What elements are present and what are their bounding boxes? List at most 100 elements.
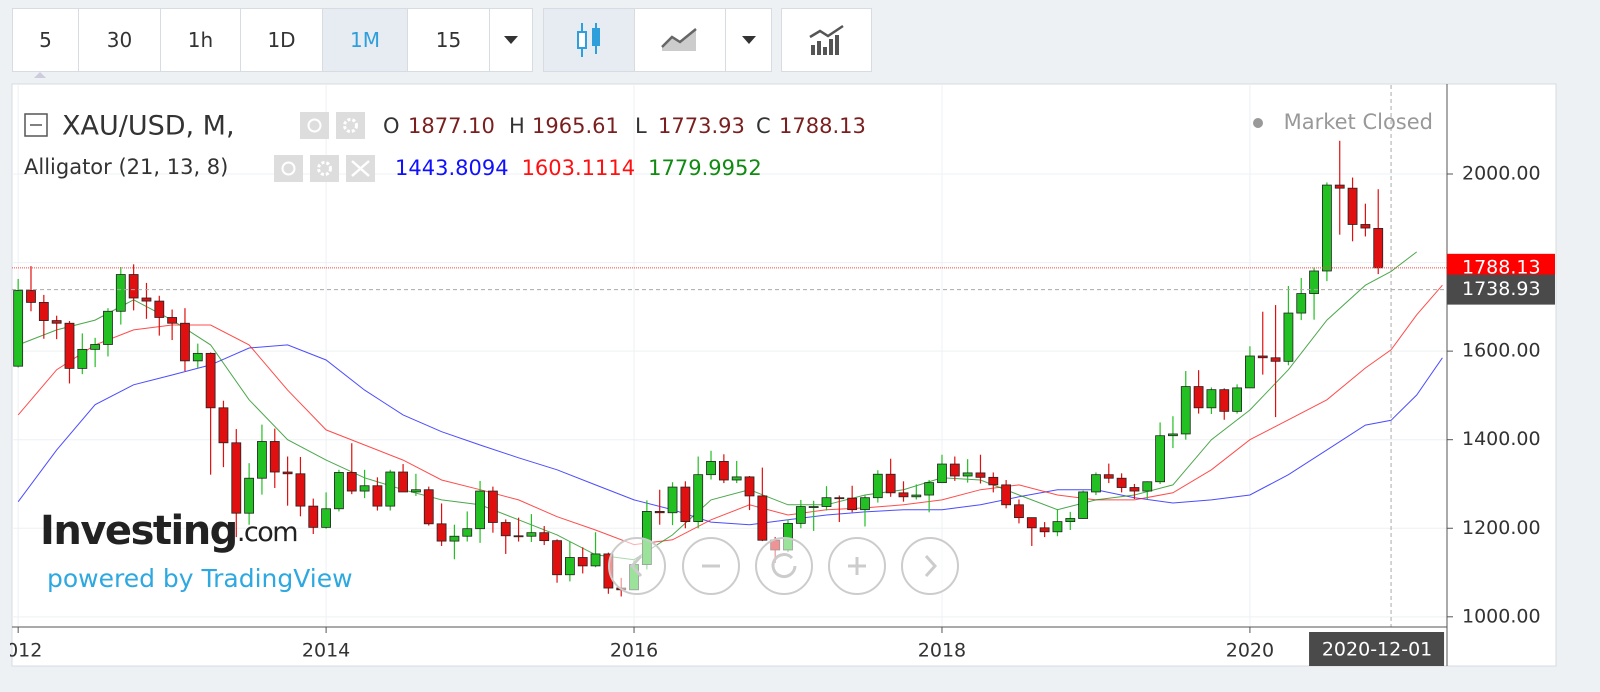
candle-body <box>128 274 139 299</box>
candle-body <box>346 472 357 492</box>
style-toolbar <box>543 8 772 72</box>
candle-body <box>937 463 947 484</box>
caret-icon <box>504 36 518 44</box>
interval-button[interactable]: 1h <box>161 9 241 71</box>
candle-body <box>706 460 716 476</box>
candle-body <box>552 540 562 576</box>
candle-body <box>975 472 986 478</box>
tab-caret <box>34 72 46 78</box>
candle-body <box>308 505 319 528</box>
candle-body <box>1052 521 1063 533</box>
interval-dropdown[interactable] <box>490 9 532 71</box>
candle-body <box>282 471 293 475</box>
candle-body <box>64 322 75 369</box>
candle-body <box>1078 491 1089 519</box>
candle-body <box>1103 474 1114 479</box>
candle-body <box>949 463 960 477</box>
nav-reset[interactable] <box>755 537 813 595</box>
candle-body <box>244 477 255 514</box>
ohlc-value: 1965.61 <box>532 114 619 138</box>
candle-body <box>667 486 678 514</box>
gear-icon <box>317 161 332 176</box>
crosshair-price-label: 1738.93 <box>1462 278 1541 300</box>
interval-button[interactable]: 1D <box>241 9 323 71</box>
caret-icon <box>741 36 756 44</box>
watermark-domain: .com <box>237 517 297 548</box>
reset-icon <box>771 553 797 579</box>
style-dropdown[interactable] <box>726 9 771 71</box>
x-tick-label: 2016 <box>610 640 658 662</box>
left-icon <box>629 554 643 578</box>
candle-body <box>385 471 396 507</box>
candle-body <box>411 489 421 493</box>
indicators-button[interactable] <box>782 9 871 71</box>
candle-body <box>1245 355 1255 389</box>
indicator-toolbar <box>781 8 872 72</box>
indicator-value: 1443.8094 <box>395 156 509 180</box>
candle-body <box>26 290 36 303</box>
candle-body <box>77 348 88 369</box>
candle-body <box>269 441 280 473</box>
interval-toolbar: 5 30 1h 1D 1M 15 <box>12 8 533 72</box>
candle-body <box>13 290 24 367</box>
candle-body <box>834 497 845 500</box>
ohlc-key: L <box>635 114 647 138</box>
candle-body <box>718 460 729 481</box>
indicator-title: Alligator (21, 13, 8) <box>24 155 228 179</box>
candle-body <box>1373 228 1384 269</box>
candle-body <box>257 441 267 479</box>
candle-body <box>449 535 460 542</box>
candle-body <box>1257 355 1268 359</box>
navigation-buttons <box>608 537 959 595</box>
eye-button[interactable] <box>300 112 329 139</box>
alligator-line <box>17 344 1443 526</box>
candle-body <box>167 317 178 324</box>
candle-body <box>924 482 935 496</box>
candle-body <box>1360 224 1371 229</box>
candle-body <box>744 476 755 497</box>
candle-body <box>38 302 49 321</box>
interval-button[interactable]: 15 <box>408 9 490 71</box>
interval-button[interactable]: 5 <box>13 9 79 71</box>
candle-body <box>154 300 165 318</box>
settings-button[interactable] <box>336 112 365 139</box>
candle-body <box>1322 184 1332 272</box>
interval-button[interactable]: 30 <box>79 9 161 71</box>
candle-body <box>205 352 216 409</box>
candle-body <box>1334 184 1345 189</box>
candle-body <box>1065 518 1076 523</box>
candle-body <box>1232 387 1242 412</box>
crosshair-date-tag <box>1309 632 1445 666</box>
candles-button[interactable] <box>544 9 635 71</box>
ohlc-key: H <box>509 114 525 138</box>
indicator-settings-button[interactable] <box>310 155 339 182</box>
plus-icon <box>848 557 866 575</box>
nav-right[interactable] <box>901 537 959 595</box>
candle-body <box>885 473 896 494</box>
candle-body <box>962 472 973 477</box>
collapse-icon[interactable] <box>24 113 48 137</box>
ohlc-value: 1877.10 <box>408 114 495 138</box>
status-dot <box>1253 118 1263 128</box>
interval-button[interactable]: 1M <box>323 9 408 71</box>
candle-body <box>526 532 537 537</box>
line-style-button[interactable] <box>635 9 726 71</box>
watermark-brand-text: Investing <box>40 508 237 554</box>
nav-left[interactable] <box>608 537 666 595</box>
gear-icon <box>343 118 358 133</box>
indicator-eye-button[interactable] <box>274 155 303 182</box>
y-tick-label: 2000.00 <box>1462 163 1541 185</box>
candle-body <box>1091 474 1101 493</box>
candle-body <box>436 523 447 542</box>
y-tick-label: 1200.00 <box>1462 517 1541 539</box>
candle-body <box>475 490 485 530</box>
candle-body <box>1347 187 1358 225</box>
candle-body <box>1296 293 1307 314</box>
candle-body <box>539 532 550 542</box>
candle-body <box>218 407 229 444</box>
candle-body <box>90 344 101 350</box>
candle-body <box>1168 433 1178 437</box>
candle-body <box>808 506 819 508</box>
indicator-value: 1779.9952 <box>648 156 762 180</box>
